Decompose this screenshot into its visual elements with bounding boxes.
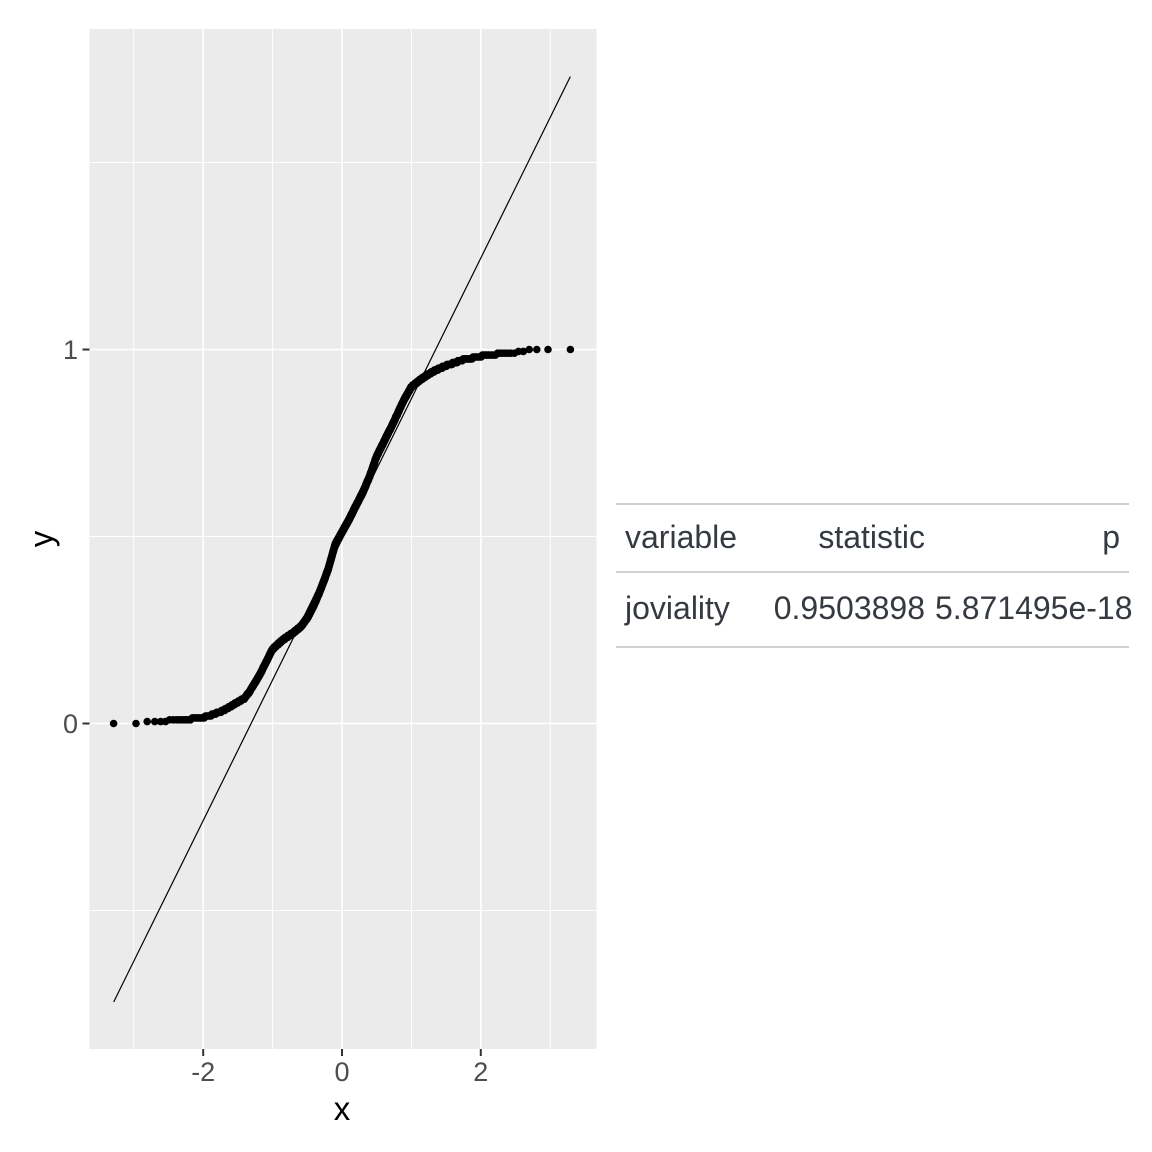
column-header-p: p — [1102, 519, 1120, 555]
cell-statistic: 0.9503898 — [773, 590, 925, 626]
qq-points — [109, 345, 575, 728]
y-axis-title: y — [23, 530, 60, 547]
y-tick-label: 0 — [63, 709, 78, 739]
shapiro-test-table: variable statistic p joviality 0.9503898… — [616, 503, 1133, 648]
x-tick-label: 2 — [473, 1057, 488, 1087]
cell-p: 5.871495e-18 — [935, 590, 1133, 626]
cell-variable: joviality — [625, 590, 730, 626]
table-row-joviality: joviality 0.9503898 5.871495e-18 — [616, 572, 1133, 647]
x-tick-label: 0 — [334, 1057, 349, 1087]
qq-plot: -2 0 2 0 1 x y — [23, 29, 597, 1127]
x-tick-label: -2 — [191, 1057, 215, 1087]
y-tick-label: 1 — [63, 335, 78, 365]
table-header-row: variable statistic p — [616, 504, 1129, 572]
x-axis-title: x — [334, 1090, 351, 1127]
column-header-statistic: statistic — [818, 519, 925, 555]
qq-reference-line — [113, 76, 571, 1003]
column-header-variable: variable — [625, 519, 738, 555]
